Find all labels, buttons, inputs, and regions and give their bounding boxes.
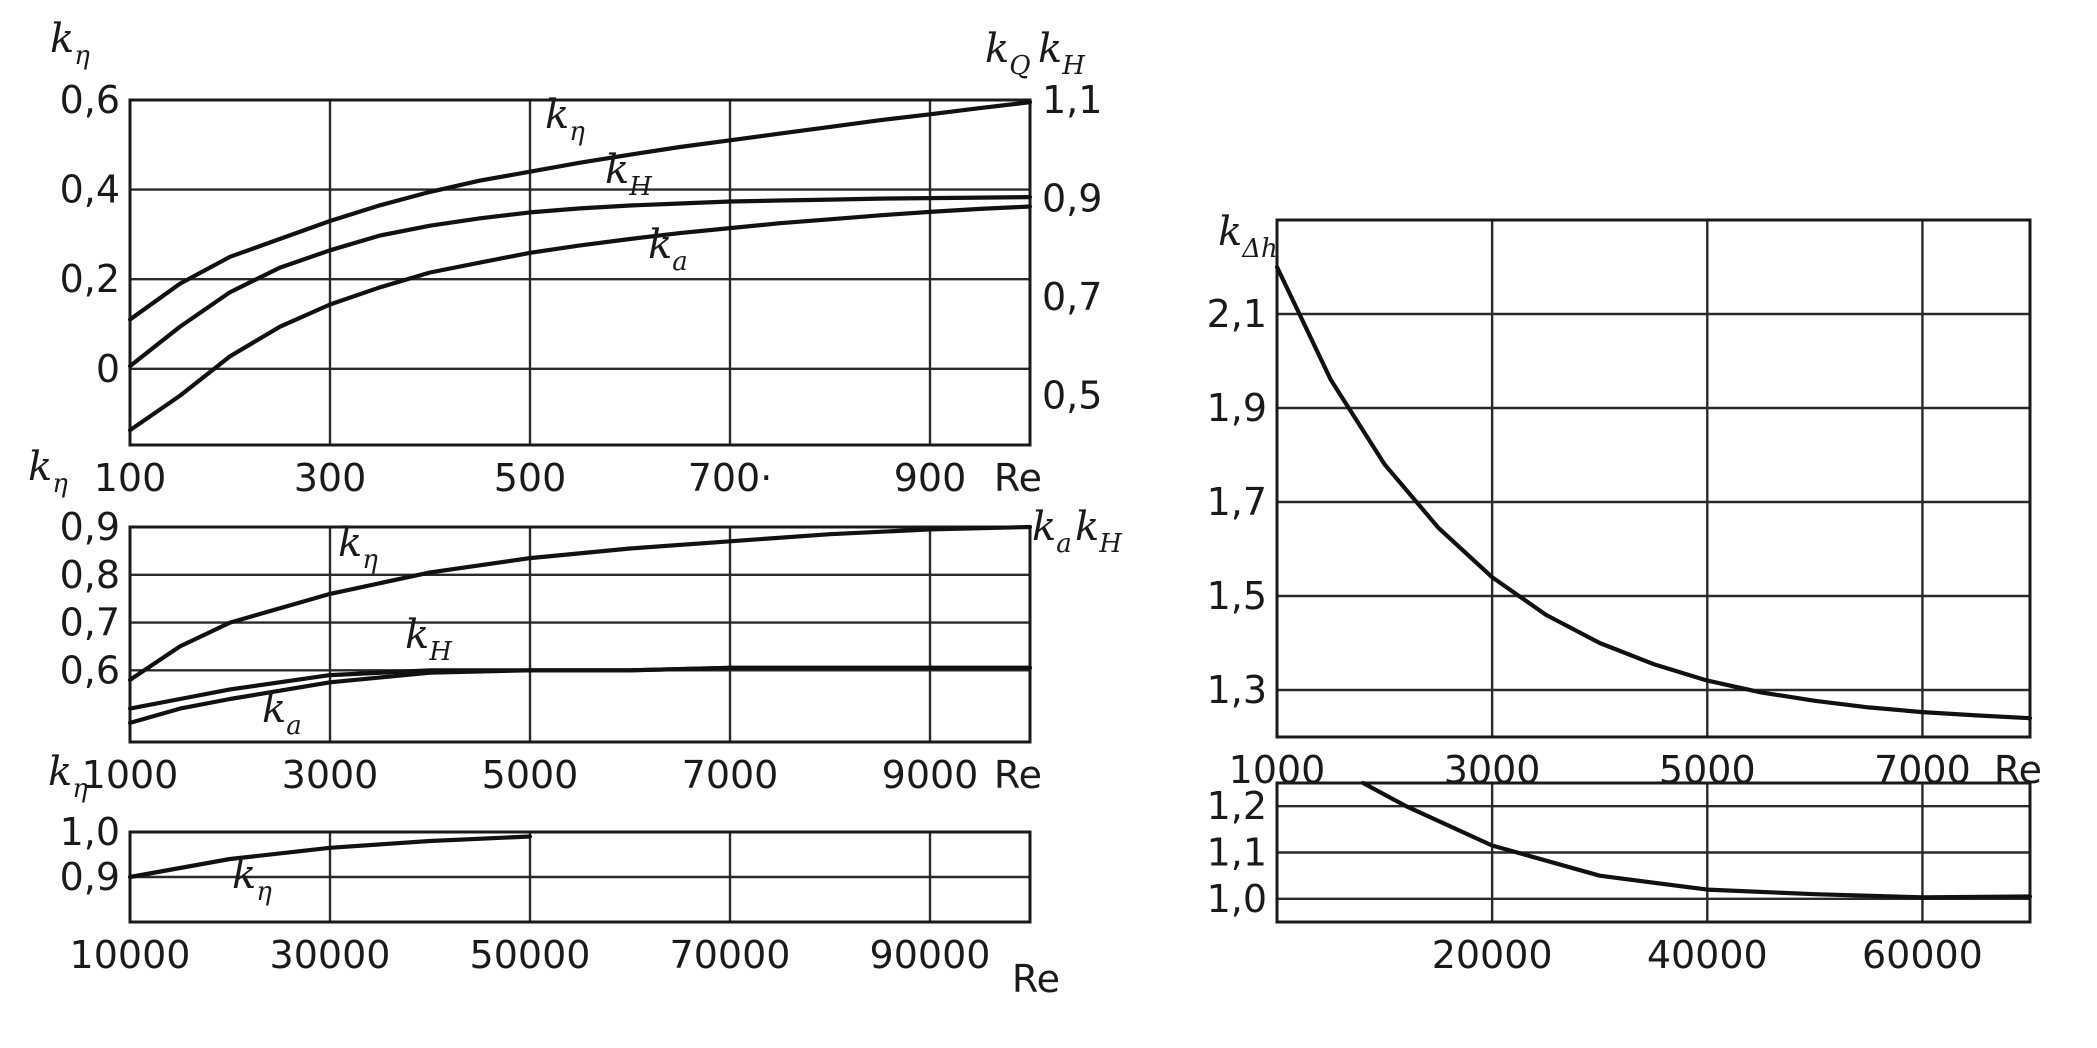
x-tick-label: 700· bbox=[688, 456, 773, 500]
y-tick-label: 0 bbox=[96, 347, 120, 391]
y-tick-label: 1,5 bbox=[1207, 574, 1267, 618]
y-tick-label: 1,2 bbox=[1207, 784, 1267, 828]
series-line-p2-2 bbox=[127, 665, 1033, 725]
series-label: kH bbox=[405, 612, 453, 667]
x-tick-label: 40000 bbox=[1647, 933, 1768, 977]
x-tick-label: 100 bbox=[94, 456, 167, 500]
right-y-tick-label: 0,5 bbox=[1042, 374, 1102, 418]
right-y-axis-label: kH bbox=[1075, 504, 1123, 559]
series-label: kη bbox=[338, 520, 378, 575]
right-y-tick-label: 0,7 bbox=[1042, 275, 1102, 319]
y-axis-label: kη bbox=[48, 749, 88, 804]
series-line-p3-0 bbox=[127, 834, 533, 880]
x-tick-label: 60000 bbox=[1862, 933, 1983, 977]
plot-frame bbox=[1275, 781, 2032, 924]
series-line-p1-1 bbox=[127, 195, 1033, 369]
x-axis-label: Re bbox=[994, 753, 1042, 797]
y-tick-label: 0,9 bbox=[60, 855, 120, 899]
x-tick-label: 5000 bbox=[482, 753, 579, 797]
x-axis-label: Re bbox=[1012, 957, 1060, 1001]
y-tick-label: 1,0 bbox=[1207, 877, 1267, 921]
y-tick-label: 0,8 bbox=[60, 553, 120, 597]
right-y-tick-label: 0,9 bbox=[1042, 177, 1102, 221]
series-label: ka bbox=[262, 686, 302, 741]
series-line-p5-0 bbox=[1361, 780, 2033, 900]
x-tick-label: 3000 bbox=[282, 753, 379, 797]
y-tick-label: 1,0 bbox=[60, 810, 120, 854]
chart-p3: 10000 30000 50000 70000 90000 Re 1,00,9 kη kη bbox=[48, 749, 1060, 1001]
right-y-axis-label: ka bbox=[1032, 504, 1072, 559]
y-tick-label: 0,6 bbox=[60, 78, 120, 122]
series-label: kη bbox=[232, 852, 272, 907]
y-tick-label: 2,1 bbox=[1207, 292, 1267, 336]
y-tick-label: 0,6 bbox=[60, 648, 120, 692]
y-tick-label: 1,1 bbox=[1207, 831, 1267, 875]
plot-frame bbox=[1275, 218, 2032, 739]
series-line-p4-0 bbox=[1274, 264, 2033, 721]
x-tick-label: 300 bbox=[294, 456, 367, 500]
x-tick-label: 20000 bbox=[1432, 933, 1553, 977]
y-axis-label: kη bbox=[50, 16, 90, 71]
x-tick-label: 7000 bbox=[682, 753, 779, 797]
y-tick-label: 1,9 bbox=[1207, 386, 1267, 430]
x-tick-label: 10000 bbox=[70, 933, 191, 977]
x-tick-label: 70000 bbox=[670, 933, 791, 977]
plot-frame bbox=[128, 525, 1032, 744]
x-tick-label: 900 bbox=[894, 456, 967, 500]
x-tick-label: 1000 bbox=[82, 753, 179, 797]
y-tick-label: 0,2 bbox=[60, 257, 120, 301]
y-tick-label: 0,4 bbox=[60, 168, 120, 212]
series-line-p2-0 bbox=[127, 524, 1033, 682]
right-y-tick-label: 1,1 bbox=[1042, 78, 1102, 122]
y-tick-label: 1,7 bbox=[1207, 480, 1267, 524]
x-tick-label: 500 bbox=[494, 456, 567, 500]
x-tick-label: 9000 bbox=[882, 753, 979, 797]
right-y-axis-label: kH bbox=[1038, 26, 1086, 81]
y-tick-label: 1,3 bbox=[1207, 668, 1267, 712]
series-label: kη bbox=[545, 92, 585, 147]
series-label: ka bbox=[648, 222, 688, 277]
series-line-p1-0 bbox=[127, 100, 1033, 322]
series-line-p1-2 bbox=[127, 204, 1033, 433]
x-axis-label: Re bbox=[994, 456, 1042, 500]
y-axis-label: kη bbox=[28, 444, 68, 499]
chart-p1: 100 300 500 700· 900 Re 0,6 0,4 0,2 0 1,1 0,9 0,7 0,5… bbox=[50, 16, 1102, 500]
right-y-axis-label: kQ bbox=[985, 26, 1031, 81]
y-axis-label: kΔh bbox=[1218, 209, 1278, 264]
x-tick-label: 50000 bbox=[470, 933, 591, 977]
x-tick-label: 30000 bbox=[270, 933, 391, 977]
x-axis-label: Re bbox=[1994, 748, 2042, 792]
x-tick-label: 90000 bbox=[870, 933, 991, 977]
plot-frame bbox=[128, 98, 1032, 447]
chart-p5: 20000 40000 60000 1,21,11,0 bbox=[1207, 780, 2033, 977]
series-label: kH bbox=[605, 147, 653, 202]
y-tick-label: 0,7 bbox=[60, 601, 120, 645]
y-tick-label: 0,9 bbox=[60, 505, 120, 549]
